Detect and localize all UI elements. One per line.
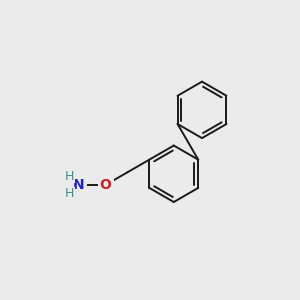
Text: O: O [100, 178, 112, 192]
Text: N: N [73, 178, 85, 192]
Text: H: H [64, 169, 74, 182]
Text: H: H [64, 187, 74, 200]
